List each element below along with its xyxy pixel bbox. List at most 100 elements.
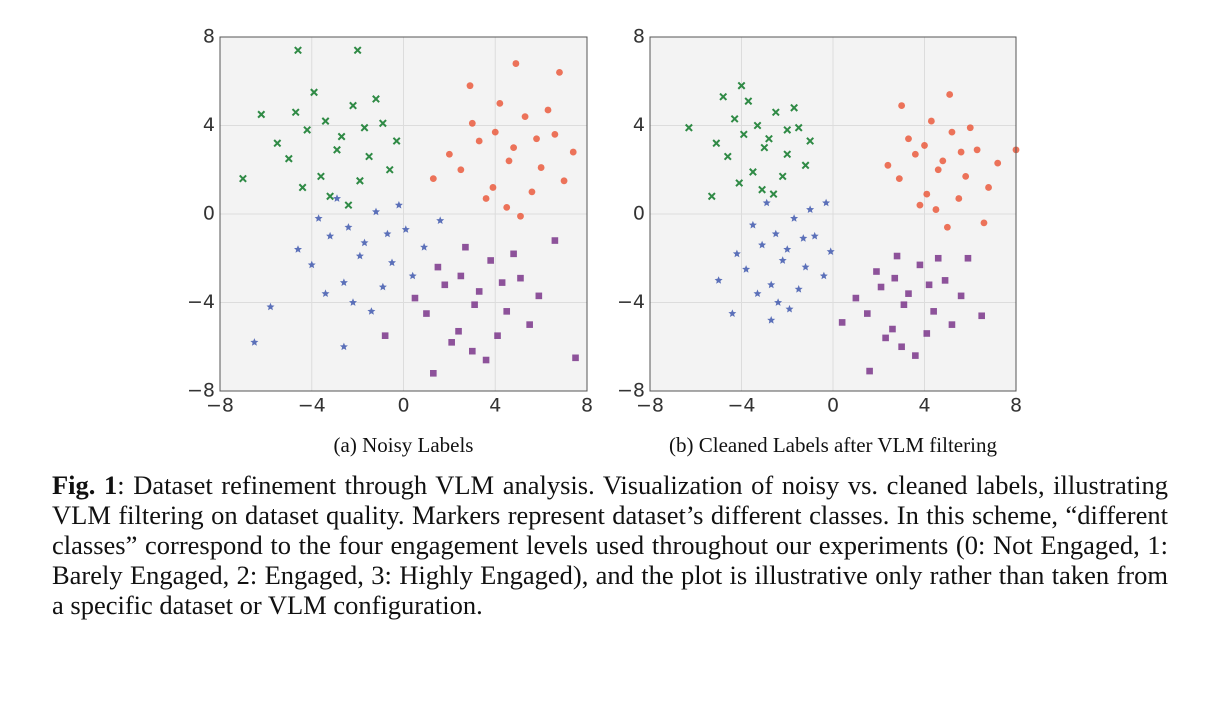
point: [535, 292, 543, 300]
point: [882, 334, 889, 342]
point: [912, 352, 919, 359]
point: [783, 150, 792, 159]
point: [778, 256, 787, 264]
plot-frame: [219, 36, 588, 392]
point: [737, 81, 746, 90]
plot-frame: [649, 36, 1017, 392]
point: [785, 304, 794, 313]
point: [494, 332, 501, 339]
point: [372, 207, 380, 216]
point: [923, 190, 931, 198]
x-tick-label: 0: [827, 395, 839, 417]
point: [457, 166, 465, 174]
point: [900, 301, 908, 309]
point: [985, 184, 992, 191]
point: [730, 114, 739, 123]
point: [819, 271, 828, 280]
point: [475, 137, 483, 145]
point: [572, 354, 579, 362]
point: [420, 243, 429, 251]
point: [964, 254, 972, 262]
point: [889, 325, 896, 333]
point: [462, 243, 469, 251]
point: [457, 272, 465, 280]
point: [905, 290, 912, 297]
point: [303, 126, 312, 134]
y-tick-label: 8: [633, 26, 645, 48]
point: [521, 113, 529, 121]
point: [321, 289, 330, 297]
subfigure-caption: (a) Noisy Labels: [334, 433, 474, 457]
point: [436, 216, 445, 224]
point: [826, 247, 835, 255]
point: [448, 339, 455, 346]
point: [930, 308, 937, 315]
point: [455, 327, 462, 335]
x-tick-label: 8: [1010, 395, 1022, 417]
point: [966, 124, 974, 132]
point: [905, 135, 912, 143]
point: [556, 69, 563, 76]
point: [291, 108, 300, 117]
point: [321, 117, 330, 125]
x-tick-label: 4: [918, 395, 930, 417]
point: [925, 281, 933, 289]
point: [423, 310, 430, 317]
point: [748, 220, 757, 229]
y-tick-label: 0: [633, 203, 645, 225]
point: [767, 280, 776, 289]
point: [544, 106, 552, 114]
y-tick-label: 8: [203, 26, 215, 48]
x-tick-label: −8: [206, 395, 234, 417]
point: [753, 289, 762, 297]
point: [491, 128, 499, 136]
point: [932, 206, 940, 213]
point: [298, 183, 307, 192]
point: [349, 298, 357, 306]
point: [898, 343, 905, 351]
point: [365, 152, 374, 161]
point: [383, 229, 392, 238]
point: [753, 121, 762, 130]
point: [742, 265, 751, 273]
point: [503, 308, 511, 315]
point: [923, 330, 931, 337]
point: [498, 279, 506, 286]
point: [810, 231, 819, 240]
point: [794, 123, 803, 132]
point: [955, 195, 963, 202]
point: [551, 237, 559, 244]
point: [948, 128, 956, 136]
point: [294, 46, 302, 55]
point: [510, 144, 517, 152]
point: [401, 225, 410, 233]
point: [250, 338, 259, 346]
point: [294, 245, 302, 253]
point: [994, 159, 1002, 167]
point: [806, 137, 815, 145]
point: [528, 188, 536, 196]
y-tick-label: −4: [187, 291, 215, 313]
point: [790, 214, 799, 222]
point: [898, 102, 906, 109]
point: [866, 367, 873, 375]
point: [475, 288, 483, 295]
point: [505, 157, 513, 165]
point: [339, 342, 348, 351]
x-tick-label: −8: [636, 395, 664, 417]
point: [551, 130, 559, 138]
point: [771, 229, 780, 238]
point: [895, 175, 903, 183]
y-tick-label: −4: [617, 291, 645, 313]
point: [838, 319, 846, 326]
point: [326, 192, 335, 201]
y-tick-label: 0: [203, 203, 215, 225]
point: [783, 245, 792, 253]
point: [778, 172, 787, 181]
point: [337, 132, 346, 141]
point: [911, 150, 919, 158]
point: [921, 142, 928, 149]
point: [934, 166, 942, 174]
point: [884, 161, 892, 169]
point: [916, 201, 924, 209]
